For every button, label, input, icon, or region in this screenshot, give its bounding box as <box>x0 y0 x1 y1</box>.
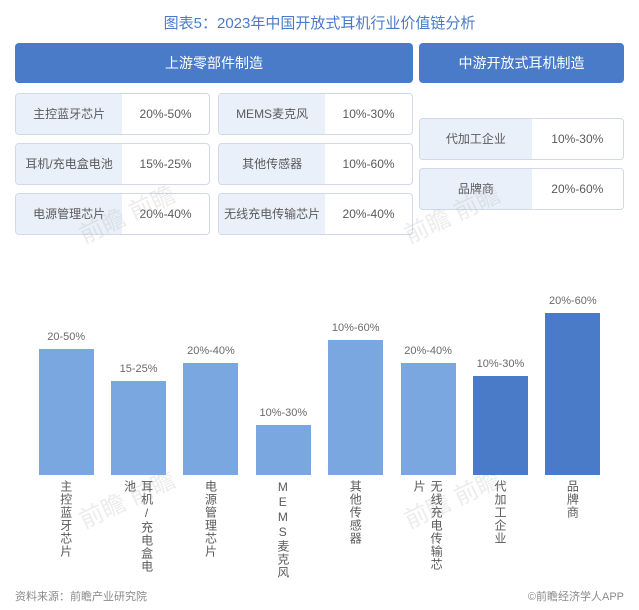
item-value: 20%-40% <box>325 194 412 234</box>
x-label: 耳机/充电盒电池 <box>102 480 174 580</box>
bar-value-label: 20-50% <box>47 331 85 343</box>
item-box: 电源管理芯片20%-40% <box>15 193 210 235</box>
item-label: 主控蓝牙芯片 <box>16 94 122 134</box>
bar-wrap: 20-50% <box>30 295 102 475</box>
bar-wrap: 10%-30% <box>247 295 319 475</box>
source-label: 资料来源：前瞻产业研究院 <box>15 588 147 604</box>
bar <box>328 340 383 475</box>
footer: 资料来源：前瞻产业研究院 ©前瞻经济学人APP <box>15 588 624 604</box>
item-value: 10%-30% <box>532 119 623 159</box>
item-box: 耳机/充电盒电池15%-25% <box>15 143 210 185</box>
item-value: 20%-50% <box>122 94 209 134</box>
x-axis-labels: 主控蓝牙芯片耳机/充电盒电池电源管理芯片MEMS麦克风其他传感器无线充电传输芯片… <box>30 480 609 580</box>
x-label: 品牌商 <box>537 480 609 580</box>
bar <box>473 376 528 475</box>
item-label: 品牌商 <box>420 169 532 209</box>
x-label: 主控蓝牙芯片 <box>30 480 102 580</box>
item-label: 其他传感器 <box>219 144 325 184</box>
bar-value-label: 15-25% <box>120 363 158 375</box>
item-value: 10%-30% <box>325 94 412 134</box>
bar-wrap: 10%-30% <box>464 295 536 475</box>
bar <box>401 363 456 475</box>
x-label: 电源管理芯片 <box>175 480 247 580</box>
bar-value-label: 10%-30% <box>259 407 307 419</box>
item-box: 品牌商20%-60% <box>419 168 624 210</box>
bar-wrap: 15-25% <box>102 295 174 475</box>
item-box: 其他传感器10%-60% <box>218 143 413 185</box>
item-value: 15%-25% <box>122 144 209 184</box>
bar-value-label: 10%-30% <box>477 358 525 370</box>
item-label: 代加工企业 <box>420 119 532 159</box>
item-box: MEMS麦克风10%-30% <box>218 93 413 135</box>
midstream-boxes: 代加工企业10%-30% 品牌商20%-60% <box>419 93 624 235</box>
item-box: 无线充电传输芯片20%-40% <box>218 193 413 235</box>
value-boxes: 主控蓝牙芯片20%-50% MEMS麦克风10%-30% 耳机/充电盒电池15%… <box>0 93 639 235</box>
x-label: 无线充电传输芯片 <box>392 480 464 580</box>
item-box: 代加工企业10%-30% <box>419 118 624 160</box>
bar-wrap: 20%-60% <box>537 295 609 475</box>
item-box: 主控蓝牙芯片20%-50% <box>15 93 210 135</box>
category-headers: 上游零部件制造 中游开放式耳机制造 <box>0 43 639 93</box>
item-value: 20%-60% <box>532 169 623 209</box>
item-label: MEMS麦克风 <box>219 94 325 134</box>
item-label: 耳机/充电盒电池 <box>16 144 122 184</box>
item-value: 20%-40% <box>122 194 209 234</box>
bar <box>256 425 311 475</box>
bar <box>183 363 238 475</box>
bar-value-label: 20%-60% <box>549 295 597 307</box>
bar <box>39 349 94 475</box>
bar <box>111 381 166 475</box>
midstream-header: 中游开放式耳机制造 <box>419 43 624 83</box>
bar-wrap: 20%-40% <box>392 295 464 475</box>
bar-chart: 20-50% 15-25% 20%-40% 10%-30% 10%-60% 20%-40%… <box>30 280 609 475</box>
x-label: 代加工企业 <box>464 480 536 580</box>
bar-wrap: 20%-40% <box>175 295 247 475</box>
upstream-header: 上游零部件制造 <box>15 43 413 83</box>
chart-title: 图表5：2023年中国开放式耳机行业价值链分析 <box>0 0 639 43</box>
bar <box>545 313 600 475</box>
bar-value-label: 20%-40% <box>404 345 452 357</box>
brand-label: ©前瞻经济学人APP <box>528 588 624 604</box>
bar-wrap: 10%-60% <box>320 295 392 475</box>
bar-value-label: 20%-40% <box>187 345 235 357</box>
item-value: 10%-60% <box>325 144 412 184</box>
bar-value-label: 10%-60% <box>332 322 380 334</box>
upstream-boxes: 主控蓝牙芯片20%-50% MEMS麦克风10%-30% 耳机/充电盒电池15%… <box>15 93 413 235</box>
item-label: 电源管理芯片 <box>16 194 122 234</box>
item-label: 无线充电传输芯片 <box>219 194 325 234</box>
x-label: 其他传感器 <box>320 480 392 580</box>
x-label: MEMS麦克风 <box>247 480 319 580</box>
